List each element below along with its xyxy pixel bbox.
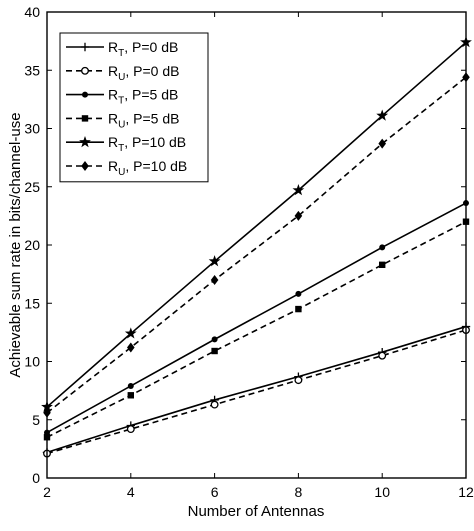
y-tick-label: 0 bbox=[32, 470, 40, 486]
x-tick-label: 12 bbox=[458, 484, 474, 500]
plot-marks bbox=[41, 36, 472, 458]
series-2 bbox=[44, 200, 469, 436]
series-line bbox=[46, 41, 467, 408]
y-tick-label: 35 bbox=[24, 62, 40, 78]
legend-label: RT, P=5 dB bbox=[108, 87, 178, 107]
legend-label-sub: U bbox=[118, 167, 125, 178]
data-point bbox=[378, 351, 387, 360]
legend-label-rest: , P=10 dB bbox=[125, 158, 187, 174]
axes: 2 4 6 8 10 12 0 5 10 15 20 25 30 35 40 bbox=[24, 4, 474, 500]
legend-item: RU, P=5 dB bbox=[66, 110, 179, 130]
series-1 bbox=[43, 326, 470, 458]
legend-label-sub: T bbox=[118, 48, 124, 59]
legend-marker bbox=[81, 66, 89, 75]
legend-label-sub: U bbox=[118, 119, 125, 130]
data-point bbox=[211, 347, 218, 355]
legend-marker bbox=[81, 115, 89, 122]
data-point bbox=[126, 425, 135, 434]
legend-item: RT, P=5 dB bbox=[66, 87, 178, 107]
data-point bbox=[376, 109, 389, 121]
legend-label-main: R bbox=[108, 110, 118, 126]
legend-label-main: R bbox=[108, 87, 118, 103]
legend-marker bbox=[81, 161, 89, 171]
data-point bbox=[211, 336, 218, 343]
legend-marker bbox=[80, 42, 90, 52]
data-point bbox=[127, 392, 134, 399]
data-point bbox=[292, 184, 305, 196]
y-tick-label: 20 bbox=[24, 237, 40, 253]
data-point bbox=[294, 376, 303, 385]
legend-label: RU, P=5 dB bbox=[108, 110, 179, 130]
legend-label: RU, P=10 dB bbox=[108, 158, 187, 178]
data-point bbox=[294, 210, 303, 221]
data-point bbox=[378, 138, 386, 149]
legend-label-rest: , P=5 dB bbox=[124, 87, 178, 103]
legend-label-sub: U bbox=[118, 72, 125, 83]
series-line bbox=[46, 220, 467, 438]
legend-marker bbox=[82, 91, 88, 98]
data-point bbox=[127, 342, 135, 353]
legend-item: RU, P=10 dB bbox=[66, 158, 187, 178]
legend-label: RT, P=10 dB bbox=[108, 134, 186, 154]
legend-label-main: R bbox=[108, 63, 118, 79]
y-tick-label: 30 bbox=[24, 121, 40, 137]
data-point bbox=[208, 255, 221, 267]
y-axis-label: Achievable sum rate in bits/channel-use bbox=[7, 112, 24, 377]
x-tick-label: 6 bbox=[211, 484, 219, 500]
y-tick-label: 10 bbox=[24, 354, 40, 370]
y-tick-label: 25 bbox=[24, 179, 40, 195]
legend-label-main: R bbox=[108, 134, 118, 150]
data-point bbox=[379, 244, 386, 251]
data-point bbox=[210, 274, 219, 285]
legend-label-rest: , P=5 dB bbox=[125, 110, 179, 126]
x-tick-label: 8 bbox=[295, 484, 303, 500]
x-axis-label: Number of Antennas bbox=[188, 503, 325, 520]
x-tick-label: 10 bbox=[374, 484, 390, 500]
series-line bbox=[46, 325, 467, 454]
x-tick-label: 2 bbox=[43, 484, 51, 500]
data-point bbox=[295, 290, 302, 297]
data-point bbox=[124, 327, 137, 339]
legend-label-sub: T bbox=[118, 143, 124, 154]
data-point bbox=[379, 261, 386, 269]
y-tick-label: 5 bbox=[32, 412, 40, 428]
legend-label-main: R bbox=[108, 39, 118, 55]
series-line bbox=[46, 202, 467, 434]
y-tick-label: 40 bbox=[24, 4, 40, 20]
data-point bbox=[127, 382, 134, 389]
data-point bbox=[295, 305, 302, 313]
legend-label-main: R bbox=[108, 158, 118, 174]
series-3 bbox=[43, 218, 470, 441]
legend-label-sub: T bbox=[118, 96, 124, 107]
legend-item: RT, P=0 dB bbox=[66, 39, 178, 59]
x-tick-label: 4 bbox=[127, 484, 135, 500]
legend-label-rest: , P=0 dB bbox=[125, 63, 179, 79]
legend-item: RU, P=0 dB bbox=[66, 63, 179, 83]
legend-box bbox=[59, 32, 209, 183]
legend-item: RT, P=10 dB bbox=[66, 134, 186, 154]
legend-label: RT, P=0 dB bbox=[108, 39, 178, 59]
legend-label-rest: , P=10 dB bbox=[124, 134, 186, 150]
legend-label-rest: , P=0 dB bbox=[124, 39, 178, 55]
y-tick-label: 15 bbox=[24, 295, 40, 311]
series-line bbox=[46, 329, 467, 455]
legend-label: RU, P=0 dB bbox=[108, 63, 179, 83]
data-point bbox=[210, 400, 219, 409]
legend-marker bbox=[79, 136, 91, 148]
